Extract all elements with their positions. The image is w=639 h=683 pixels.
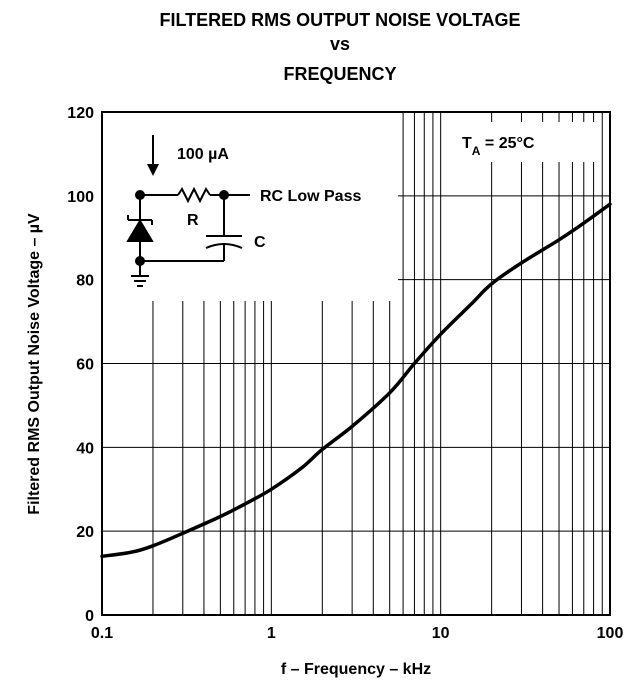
y-tick-label: 100 bbox=[67, 189, 94, 206]
current-arrow-head bbox=[147, 164, 159, 176]
node-top-right bbox=[219, 190, 229, 200]
node-top-left bbox=[135, 190, 145, 200]
y-tick-label: 0 bbox=[85, 608, 94, 625]
diode-body bbox=[126, 219, 154, 242]
y-tick-label: 40 bbox=[76, 440, 94, 457]
circuit-inset-background bbox=[102, 112, 398, 301]
current-label: 100 µA bbox=[177, 146, 229, 163]
filter-label: RC Low Pass bbox=[260, 188, 361, 205]
plot-frame bbox=[101, 111, 611, 616]
chart-title-line-2: vs bbox=[330, 34, 350, 54]
temperature-condition: TA = 25°C bbox=[462, 135, 535, 158]
capacitor-label: C bbox=[254, 234, 266, 251]
x-tick-labels: 0.1 1 10 100 bbox=[91, 625, 624, 642]
chart-title-line-1: FILTERED RMS OUTPUT NOISE VOLTAGE bbox=[159, 10, 520, 30]
y-tick-labels: 0 20 40 60 80 100 120 bbox=[67, 105, 94, 625]
resistor-symbol bbox=[177, 186, 211, 204]
x-tick-label: 1 bbox=[267, 625, 276, 642]
y-tick-label: 60 bbox=[76, 357, 94, 374]
temperature-label-background bbox=[448, 122, 596, 162]
y-tick-label: 80 bbox=[76, 273, 94, 290]
resistor-label: R bbox=[187, 212, 199, 229]
circuit-schematic bbox=[126, 135, 250, 287]
x-tick-label: 10 bbox=[432, 625, 450, 642]
y-axis-label: Filtered RMS Output Noise Voltage – µV bbox=[26, 213, 43, 515]
x-tick-label: 0.1 bbox=[91, 625, 113, 642]
y-tick-label: 120 bbox=[67, 105, 94, 122]
node-bottom-left bbox=[135, 256, 145, 266]
x-tick-label: 100 bbox=[597, 625, 624, 642]
y-tick-label: 20 bbox=[76, 524, 94, 541]
x-axis-label: f – Frequency – kHz bbox=[281, 661, 431, 678]
chart-title-line-3: FREQUENCY bbox=[283, 64, 396, 84]
series-line bbox=[100, 202, 612, 559]
